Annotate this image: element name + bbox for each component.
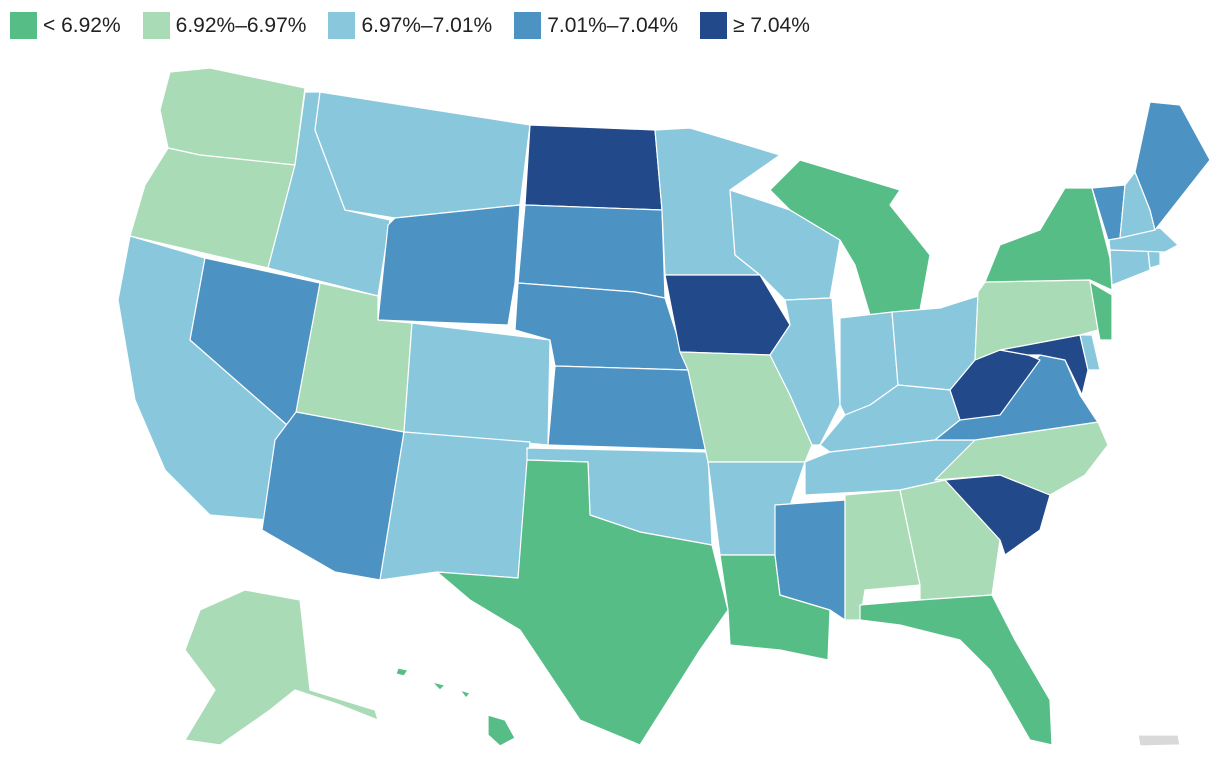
state-NJ[interactable] <box>1089 281 1113 341</box>
state-PR <box>1137 734 1181 747</box>
legend-item-b2: 6.92%–6.97% <box>142 12 307 39</box>
state-NY[interactable] <box>984 187 1113 291</box>
legend-label-b2: 6.92%–6.97% <box>175 14 307 37</box>
legend-item-b1: < 6.92% <box>10 12 121 39</box>
legend-swatch-b3 <box>328 12 356 39</box>
state-MT[interactable] <box>314 91 531 219</box>
legend-label-b5: ≥ 7.04% <box>733 14 810 37</box>
legend: < 6.92% 6.92%–6.97% 6.97%–7.01% 7.01%–7.… <box>10 12 832 39</box>
state-RI[interactable] <box>1147 249 1161 269</box>
state-TX[interactable] <box>436 459 729 746</box>
legend-label-b3: 6.97%–7.01% <box>361 14 493 37</box>
state-AK[interactable] <box>184 589 379 746</box>
legend-swatch-b5 <box>700 12 727 39</box>
legend-item-b4: 7.01%–7.04% <box>514 12 678 39</box>
state-WY[interactable] <box>377 204 521 326</box>
state-CO[interactable] <box>403 322 551 446</box>
state-NM[interactable] <box>379 431 531 581</box>
state-ME[interactable] <box>1134 101 1211 231</box>
legend-label-b4: 7.01%–7.04% <box>547 14 678 37</box>
state-IL[interactable] <box>769 297 841 446</box>
state-HI[interactable] <box>395 667 516 747</box>
legend-swatch-b2 <box>142 12 170 39</box>
state-KS[interactable] <box>547 365 709 451</box>
state-CT[interactable] <box>1109 249 1151 286</box>
legend-item-b5: ≥ 7.04% <box>700 12 810 39</box>
state-SD[interactable] <box>517 204 666 299</box>
legend-item-b3: 6.97%–7.01% <box>328 12 492 39</box>
state-ND[interactable] <box>524 124 663 211</box>
legend-swatch-b1 <box>10 12 37 39</box>
state-DE[interactable] <box>1079 334 1101 371</box>
state-AZ[interactable] <box>261 411 405 581</box>
legend-swatch-b4 <box>514 12 542 39</box>
legend-label-b1: < 6.92% <box>43 14 121 37</box>
state-FL[interactable] <box>859 594 1053 746</box>
